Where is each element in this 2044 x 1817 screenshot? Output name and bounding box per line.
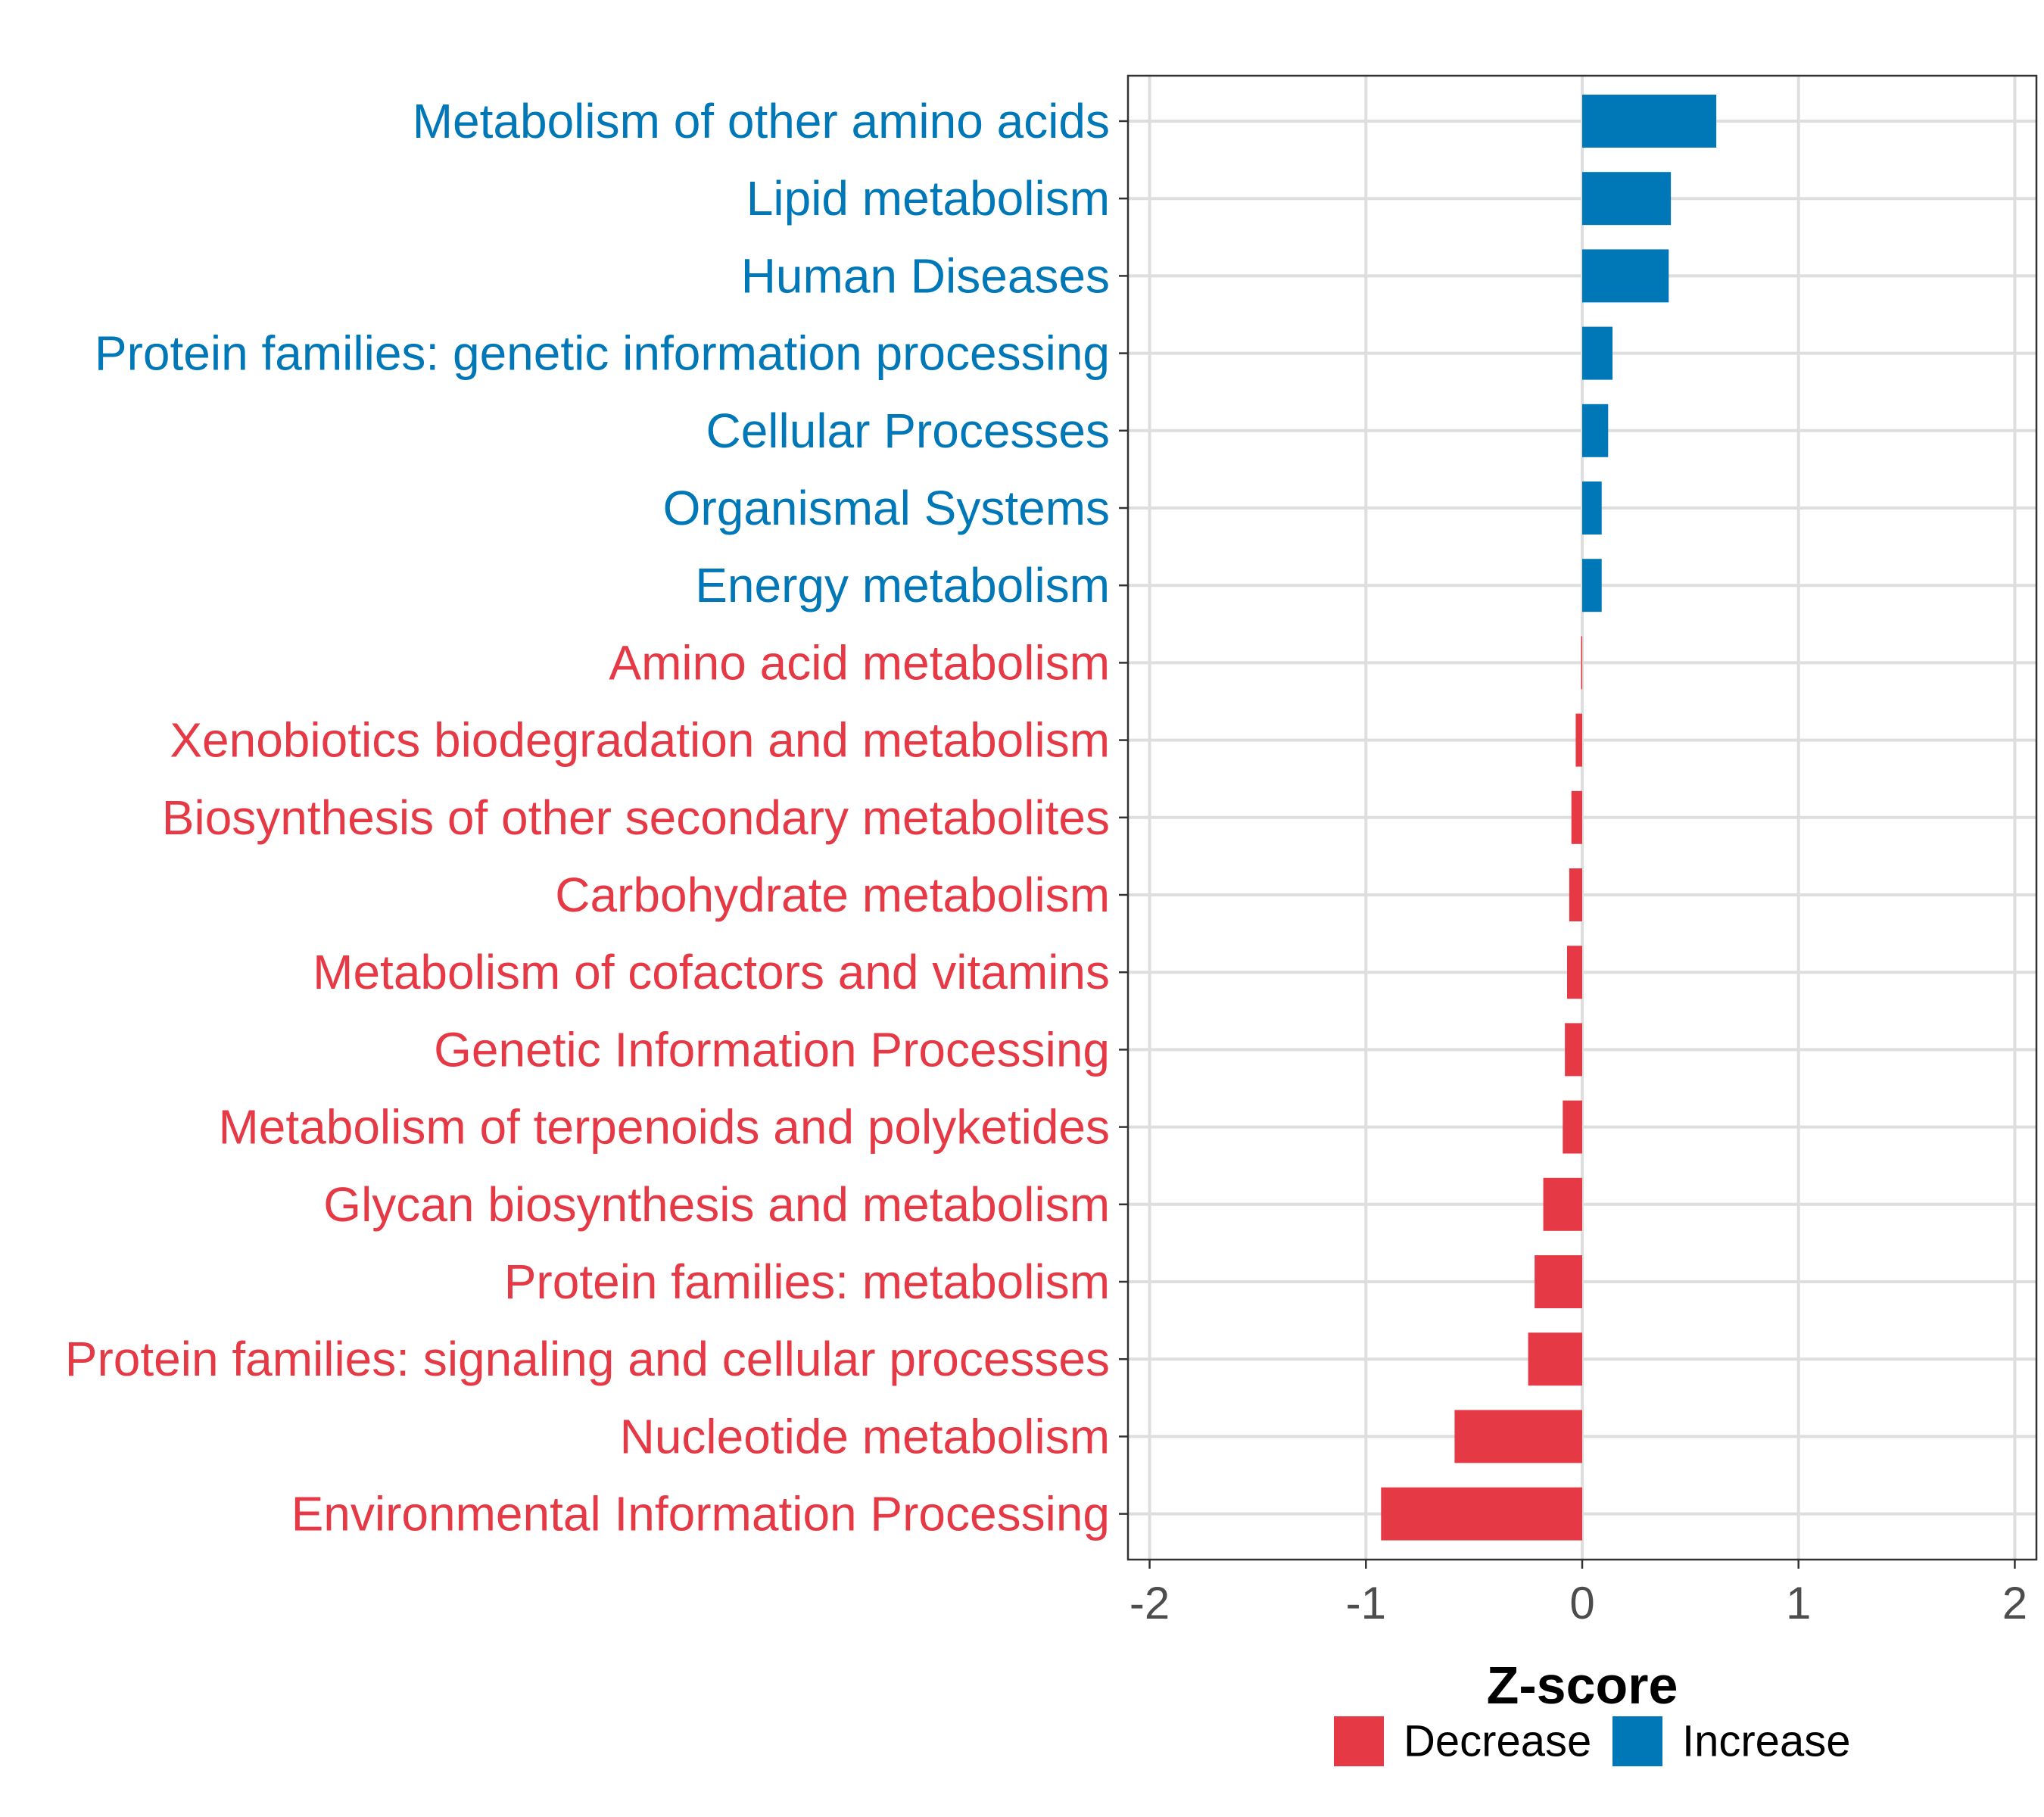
category-label: Xenobiotics biodegradation and metabolis… xyxy=(170,713,1110,768)
bar-increase xyxy=(1582,404,1609,457)
x-tick-label: 2 xyxy=(2002,1578,2027,1628)
bar-increase xyxy=(1582,172,1672,226)
x-axis-ticks xyxy=(1148,1560,2016,1569)
category-label: Lipid metabolism xyxy=(746,171,1110,226)
bar-decrease xyxy=(1563,1100,1582,1154)
bar-decrease xyxy=(1581,636,1583,690)
category-label: Protein families: genetic information pr… xyxy=(95,326,1110,381)
category-label: Nucleotide metabolism xyxy=(620,1409,1110,1463)
x-axis-labels: -2 -1 0 1 2 xyxy=(1129,1578,2027,1628)
bar-increase xyxy=(1582,249,1669,303)
legend-label-decrease: Decrease xyxy=(1404,1717,1591,1766)
category-label: Glycan biosynthesis and metabolism xyxy=(323,1177,1110,1232)
category-label: Metabolism of other amino acids xyxy=(413,94,1110,148)
bar-decrease xyxy=(1543,1177,1582,1231)
x-tick-label: -2 xyxy=(1129,1578,1170,1628)
bar-decrease xyxy=(1535,1255,1582,1308)
bar-decrease xyxy=(1567,946,1582,999)
category-label: Metabolism of terpenoids and polyketides xyxy=(218,1100,1110,1155)
category-label: Energy metabolism xyxy=(695,558,1110,612)
bar-decrease xyxy=(1571,790,1582,844)
bar-decrease xyxy=(1528,1332,1582,1386)
category-label: Protein families: signaling and cellular… xyxy=(65,1332,1110,1386)
category-label: Organismal Systems xyxy=(663,481,1110,535)
bars xyxy=(1381,95,1717,1541)
bar-decrease xyxy=(1454,1410,1582,1463)
x-tick-label: 0 xyxy=(1569,1578,1594,1628)
x-tick-label: -1 xyxy=(1346,1578,1386,1628)
bar-decrease xyxy=(1565,1023,1582,1077)
category-label: Protein families: metabolism xyxy=(504,1254,1110,1309)
y-axis-labels: Metabolism of other amino acids Lipid met… xyxy=(65,94,1110,1541)
bar-increase xyxy=(1582,326,1612,380)
legend-swatch-increase xyxy=(1612,1716,1662,1766)
x-axis-title: Z-score xyxy=(1487,1656,1678,1715)
bar-increase xyxy=(1582,95,1717,148)
category-label: Carbohydrate metabolism xyxy=(555,868,1110,922)
category-label: Amino acid metabolism xyxy=(609,635,1110,690)
bar-decrease xyxy=(1381,1487,1582,1541)
legend-label-increase: Increase xyxy=(1682,1717,1850,1766)
legend-swatch-decrease xyxy=(1334,1716,1384,1766)
legend: Decrease Increase xyxy=(1334,1716,1850,1766)
category-label: Genetic Information Processing xyxy=(434,1022,1110,1077)
bar-decrease xyxy=(1575,713,1582,767)
x-tick-label: 1 xyxy=(1786,1578,1811,1628)
category-label: Cellular Processes xyxy=(706,404,1110,458)
bar-decrease xyxy=(1569,868,1582,921)
bar-increase xyxy=(1582,482,1602,535)
y-axis-ticks xyxy=(1119,120,1128,1515)
category-label: Environmental Information Processing xyxy=(291,1487,1110,1541)
category-label: Human Diseases xyxy=(741,248,1110,303)
bar-increase xyxy=(1582,559,1602,612)
category-label: Biosynthesis of other secondary metaboli… xyxy=(162,790,1110,845)
category-label: Metabolism of cofactors and vitamins xyxy=(313,945,1110,999)
